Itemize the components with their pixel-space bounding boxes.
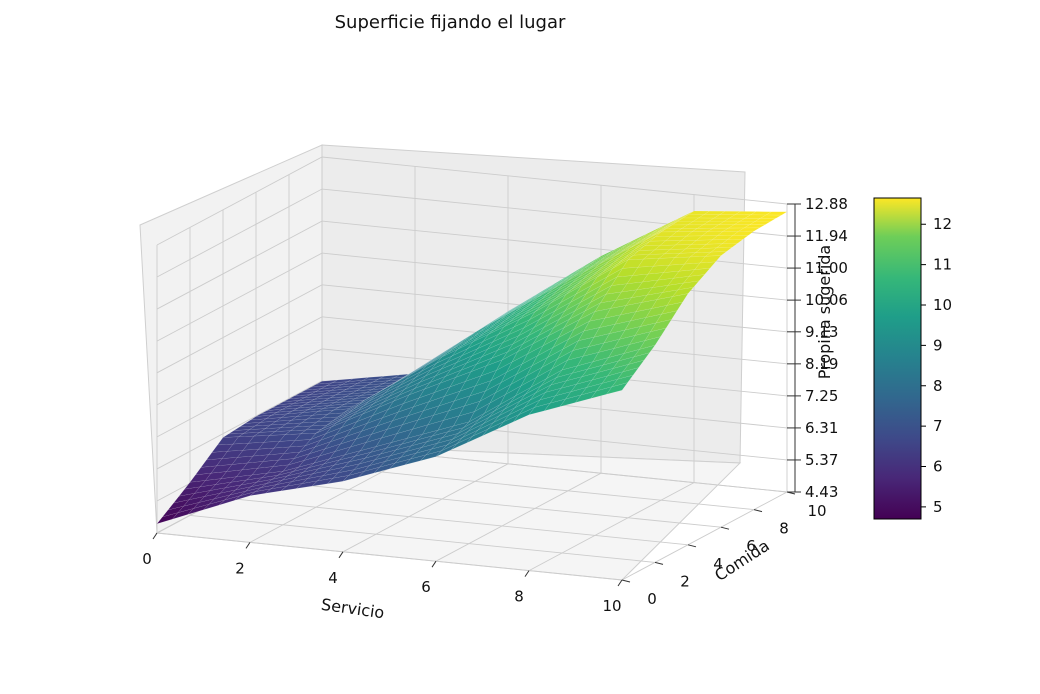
y-tick-label: 2 xyxy=(680,572,690,590)
surface-cell xyxy=(704,251,728,257)
surface-cell xyxy=(721,239,744,245)
colorbar-tick-label: 11 xyxy=(933,256,952,274)
surface-cell xyxy=(661,301,683,315)
gridlines xyxy=(156,156,788,581)
x-tick-mark xyxy=(245,542,251,549)
surface-cell xyxy=(677,280,700,291)
x-tick-label: 8 xyxy=(514,588,524,606)
surface-cell xyxy=(606,382,628,395)
y-tick-label: 8 xyxy=(779,520,789,538)
surface-cell xyxy=(671,287,695,297)
colorbar-tick-label: 9 xyxy=(933,336,943,354)
y-tick-mark xyxy=(753,509,763,513)
colorbar-ticks: 5 6 7 8 9 10 11 12 xyxy=(921,215,952,516)
floor-gridline-servicio xyxy=(435,472,602,562)
y-tick-mark xyxy=(654,561,664,565)
floor-gridline-comida xyxy=(255,479,722,528)
surface-cell xyxy=(732,230,755,236)
surface-cell xyxy=(737,227,761,232)
x-tick-label: 6 xyxy=(421,578,431,596)
floor-gridline-servicio xyxy=(621,491,788,581)
floor-gridline-servicio xyxy=(342,463,509,553)
x-tick-label: 4 xyxy=(328,569,338,587)
x-tick-mark xyxy=(338,551,344,559)
y-tick-label: 0 xyxy=(647,590,657,608)
surface xyxy=(156,210,788,525)
floor-gridline-comida xyxy=(189,514,656,563)
x-tick-mark xyxy=(617,579,623,587)
y-tick-mark xyxy=(720,526,730,530)
colorbar-tick-label: 10 xyxy=(933,296,952,314)
x-tick-label: 2 xyxy=(235,559,245,577)
chart-title: Superficie fijando el lugar xyxy=(335,12,566,33)
x-tick-label: 0 xyxy=(142,550,152,568)
x-tick-mark xyxy=(431,560,437,568)
surface-cell xyxy=(683,274,705,284)
z-tick-label: 8.19 xyxy=(805,355,838,373)
z-tick-label: 4.43 xyxy=(805,483,838,501)
floor-gridline-servicio xyxy=(528,482,695,571)
floor-gridline-comida xyxy=(156,532,623,581)
z-tick-label: 5.37 xyxy=(805,451,838,469)
colorbar-tick-label: 8 xyxy=(933,377,943,395)
y-tick-mark xyxy=(621,579,631,583)
x-tick-label: 10 xyxy=(602,597,621,615)
surface-cell xyxy=(644,327,667,341)
colorbar-tick-label: 12 xyxy=(933,215,952,233)
z-tick-label: 11.00 xyxy=(805,259,848,277)
z-tick-label: 10.06 xyxy=(805,291,848,309)
surface-cell xyxy=(759,214,783,219)
surface-cell xyxy=(699,255,722,264)
y-tick-mark xyxy=(687,544,697,548)
z-axis-label: Propina sugerida xyxy=(815,245,834,379)
surface-cell xyxy=(655,310,678,324)
y-tick-label: 6 xyxy=(746,537,756,555)
colorbar-tick-label: 6 xyxy=(933,458,943,476)
surface-cell xyxy=(710,247,733,253)
floor-gridline-comida xyxy=(222,497,689,546)
z-tick-label: 6.31 xyxy=(805,419,838,437)
x-tick-mark xyxy=(152,532,158,540)
colorbar-gradient xyxy=(873,197,922,520)
colorbar-tick-label: 7 xyxy=(933,417,943,435)
surface-cell xyxy=(628,352,651,365)
y-tick-label: 10 xyxy=(807,502,826,520)
surface-cell xyxy=(633,344,656,358)
surface-cell xyxy=(694,261,716,270)
surface-cell xyxy=(639,336,661,350)
colorbar: 5 6 7 8 9 10 11 12 xyxy=(873,197,952,520)
x-axis-label: Servicio xyxy=(320,595,386,623)
z-tick-label: 9.13 xyxy=(805,323,838,341)
z-tick-label: 12.88 xyxy=(805,195,848,213)
surface-cell xyxy=(765,211,788,216)
z-tick-label: 11.94 xyxy=(805,227,848,245)
colorbar-tick-label: 5 xyxy=(933,498,943,516)
y-tick-label: 4 xyxy=(713,555,723,573)
z-tick-label: 7.25 xyxy=(805,387,838,405)
surface-cell xyxy=(666,293,689,306)
x-tick-mark xyxy=(524,570,530,577)
